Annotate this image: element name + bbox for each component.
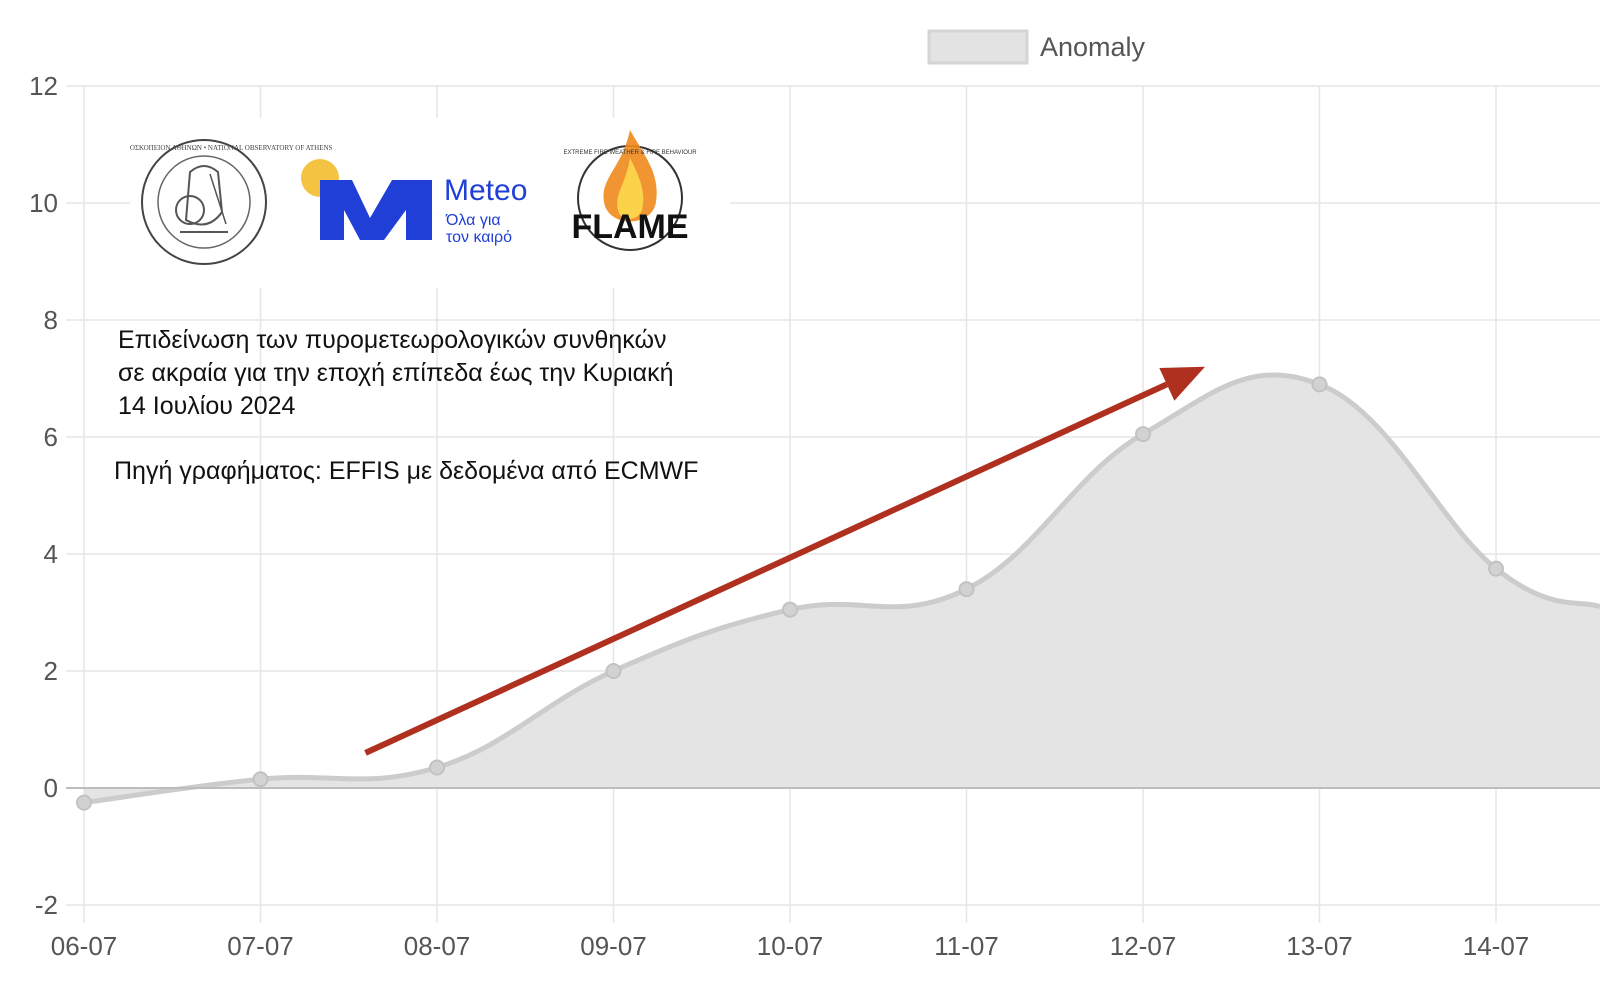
x-tick-label: 09-07: [580, 931, 647, 961]
y-tick-label: 2: [44, 656, 58, 686]
data-point[interactable]: [1311, 376, 1328, 393]
observatory-ring-text: ΕΘΝΙΚΟΝ ΑΣΤΕΡΟΣΚΟΠΕΙΟΝ ΑΘΗΝΩΝ • NATIONAL…: [130, 144, 333, 152]
x-tick-label: 06-07: [51, 931, 118, 961]
data-point[interactable]: [1135, 426, 1151, 443]
annotation-text: Επιδείνωση των πυρομετεωρολογικών συνθηκ…: [118, 324, 798, 423]
data-point[interactable]: [782, 601, 798, 618]
y-tick-label: 6: [44, 422, 58, 452]
trend-arrow-shaft: [364, 381, 1169, 756]
trend-arrow-head: [1159, 366, 1205, 401]
meteo-wordmark: Meteo: [444, 174, 527, 207]
flame-logo: FLAME EXTREME FIRE WEATHER & FIRE BEHAVI…: [563, 130, 697, 251]
x-tick-label: 07-07: [227, 931, 294, 961]
y-axis-ticks: -2 0 2 4 6 8 10 12: [29, 71, 58, 920]
source-note: Πηγή γραφήματος: EFFIS με δεδομένα από E…: [114, 457, 699, 485]
data-points: [76, 376, 1504, 811]
x-tick-label: 08-07: [404, 931, 471, 961]
x-tick-label: 11-07: [934, 931, 999, 961]
anomaly-line: [83, 372, 1600, 806]
y-tick-label: 10: [29, 188, 58, 218]
observatory-seal-icon: ΕΘΝΙΚΟΝ ΑΣΤΕΡΟΣΚΟΠΕΙΟΝ ΑΘΗΝΩΝ • NATIONAL…: [76, 139, 333, 265]
meteo-m-icon: [320, 180, 432, 240]
flame-ring-text: EXTREME FIRE WEATHER & FIRE BEHAVIOUR: [563, 150, 697, 156]
trend-arrow: [364, 366, 1205, 756]
y-tick-label: 8: [44, 305, 58, 335]
x-tick-label: 10-07: [757, 931, 824, 961]
meteo-logo: Meteo Όλα για τον καιρό: [301, 159, 527, 246]
data-point[interactable]: [252, 771, 269, 788]
data-point[interactable]: [958, 581, 975, 598]
data-point[interactable]: [429, 759, 445, 776]
annotation-line-2: σε ακραία για την εποχή επίπεδα έως την …: [118, 359, 674, 387]
data-point[interactable]: [76, 794, 92, 811]
x-tick-label: 12-07: [1110, 931, 1177, 961]
legend-swatch: [927, 29, 1029, 65]
meteo-tagline-2: τον καιρό: [446, 229, 512, 246]
legend[interactable]: Anomaly: [927, 29, 1146, 65]
flame-wordmark: FLAME: [571, 208, 688, 246]
data-point[interactable]: [1488, 560, 1504, 577]
logo-strip: ΕΘΝΙΚΟΝ ΑΣΤΕΡΟΣΚΟΠΕΙΟΝ ΑΘΗΝΩΝ • NATIONAL…: [76, 118, 730, 288]
annotation-line-1: Επιδείνωση των πυρομετεωρολογικών συνθηκ…: [118, 326, 667, 354]
x-tick-label: 14-07: [1463, 931, 1530, 961]
y-tick-label: 4: [44, 539, 58, 569]
data-point[interactable]: [605, 663, 622, 679]
x-tick-label: 13-07: [1286, 931, 1353, 961]
y-tick-label: 12: [29, 71, 58, 101]
legend-label: Anomaly: [1040, 32, 1146, 62]
x-axis-ticks: 06-07 07-07 08-07 09-07 10-07 11-07 12-07 13-07…: [51, 931, 1530, 961]
y-tick-label: 0: [44, 773, 58, 803]
anomaly-area: [84, 374, 1600, 803]
annotation-line-3: 14 Ιουλίου 2024: [118, 392, 296, 420]
y-tick-label: -2: [35, 890, 58, 920]
series-area: [66, 372, 1600, 806]
meteo-tagline-1: Όλα για: [445, 212, 501, 229]
